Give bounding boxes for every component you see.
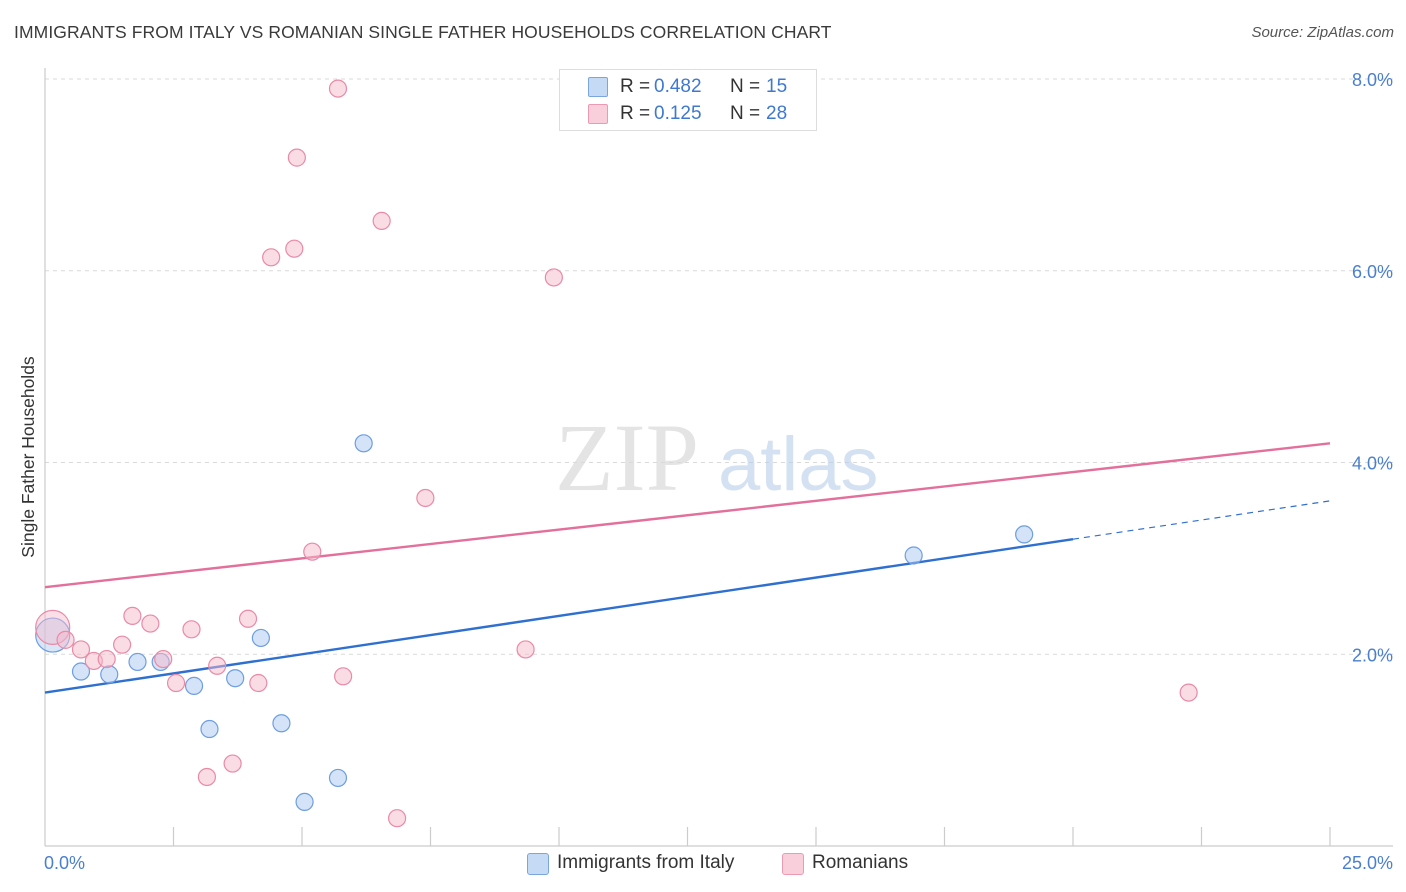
data-points [35, 79, 1198, 828]
pink-data-point [71, 640, 91, 659]
pink-data-point [197, 767, 217, 787]
pink-data-point [154, 649, 173, 669]
pink-data-point [223, 754, 242, 773]
blue-data-point [226, 669, 245, 688]
blue-data-point [251, 628, 270, 648]
bottom-legend-label: Romanians [812, 852, 909, 873]
pink-data-point [544, 268, 563, 287]
legend-r-label: R = [620, 76, 651, 97]
grid-lines [45, 78, 1393, 655]
blue-data-point [904, 546, 923, 565]
pink-data-point [166, 673, 186, 693]
pink-data-point [387, 809, 407, 828]
pink-data-point [97, 649, 116, 669]
pink-data-point [208, 656, 227, 675]
pink-data-point [112, 635, 132, 654]
pink-data-point [56, 630, 75, 649]
correlation-legend: R = 0.482 N = 15 R = 0.125 N = 28 [559, 69, 817, 131]
blue-data-point [354, 434, 373, 453]
legend-n-value: 15 [766, 76, 788, 97]
legend-r-value: 0.125 [654, 103, 702, 124]
bottom-legend-swatch-blue [527, 853, 549, 875]
y-tick-label: 2.0% [1352, 645, 1393, 665]
pink-data-point [1179, 683, 1198, 702]
pink-data-point [328, 79, 348, 98]
pink-data-point [516, 640, 535, 659]
blue-data-point [272, 714, 291, 733]
chart-title: IMMIGRANTS FROM ITALY VS ROMANIAN SINGLE… [14, 22, 832, 42]
pink-data-point [334, 667, 353, 686]
pink-trend-line [44, 442, 1331, 589]
y-tick-label: 4.0% [1352, 454, 1393, 474]
y-axis-label: Single Father Households [18, 356, 38, 558]
blue-data-point [295, 792, 314, 811]
x-tick-label: 0.0% [44, 853, 85, 873]
blue-data-point [100, 665, 119, 684]
pink-data-point [182, 620, 201, 639]
blue-data-point [184, 676, 204, 695]
watermark-zip: ZIP [555, 404, 699, 511]
source-label: Source: ZipAtlas.com [1251, 24, 1394, 41]
blue-data-point [1015, 525, 1034, 544]
pink-data-point [303, 542, 322, 561]
blue-data-point [328, 768, 348, 788]
watermark-atlas: atlas [718, 422, 879, 507]
pink-data-point [287, 148, 306, 167]
x-tick-labels: 0.0% 25.0% [44, 853, 1393, 873]
blue-data-point [71, 662, 91, 681]
pink-data-point [123, 606, 142, 626]
pink-data-point [249, 673, 268, 693]
y-tick-labels: 2.0% 4.0% 6.0% 8.0% [1352, 70, 1393, 665]
watermark: ZIP atlas [555, 404, 879, 511]
y-tick-label: 8.0% [1352, 70, 1393, 90]
legend-r-value: 0.482 [654, 76, 702, 97]
pink-data-point [416, 488, 435, 508]
legend-n-label: N = [730, 76, 761, 97]
blue-trend-extension [1072, 500, 1331, 540]
pink-data-point [285, 239, 304, 258]
y-tick-label: 6.0% [1352, 262, 1393, 282]
legend-r-label: R = [620, 103, 651, 124]
bottom-legend-label: Immigrants from Italy [557, 852, 735, 873]
blue-data-point [200, 719, 219, 739]
pink-data-point [372, 211, 391, 230]
legend-n-value: 28 [766, 103, 788, 124]
legend-swatch-blue [588, 77, 608, 97]
axes [44, 68, 1393, 847]
x-tick-label: 25.0% [1342, 853, 1393, 873]
legend-swatch-pink [588, 104, 608, 124]
blue-data-point [128, 652, 147, 672]
pink-data-point [262, 248, 281, 267]
pink-data-point [141, 614, 160, 633]
legend-n-label: N = [730, 103, 761, 124]
pink-data-point [238, 609, 258, 628]
bottom-legend-swatch-pink [782, 853, 804, 875]
